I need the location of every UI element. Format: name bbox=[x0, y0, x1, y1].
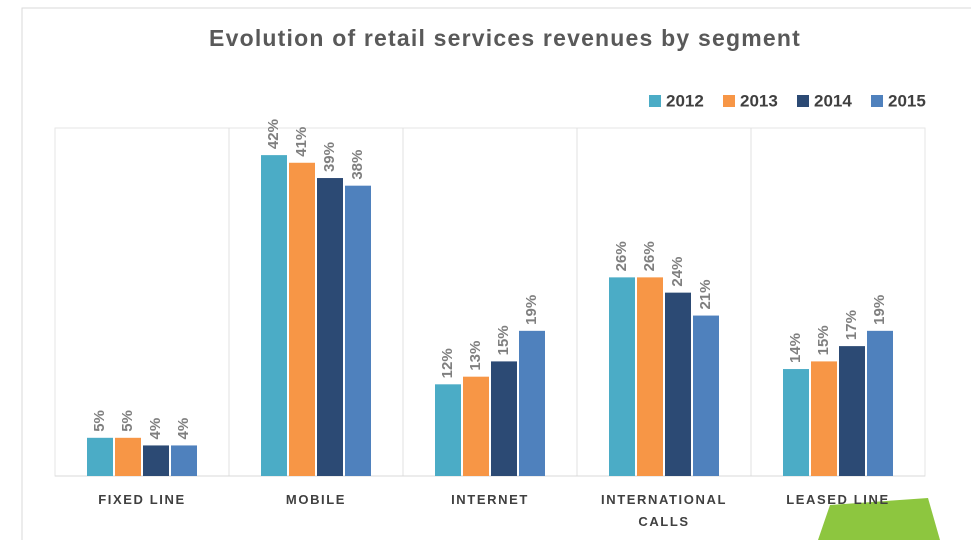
bar bbox=[87, 437, 113, 476]
bar bbox=[867, 330, 893, 476]
bar bbox=[317, 178, 343, 477]
x-tick-label: INTERNET bbox=[451, 492, 529, 507]
data-label: 4% bbox=[147, 418, 164, 440]
decoration bbox=[818, 498, 940, 540]
data-label: 38% bbox=[349, 150, 366, 180]
bar bbox=[783, 369, 809, 476]
bar bbox=[463, 376, 489, 476]
legend-label: 2013 bbox=[740, 91, 778, 110]
x-tick-label: MOBILE bbox=[285, 492, 347, 507]
data-label: 4% bbox=[175, 418, 192, 440]
legend-swatch bbox=[871, 95, 883, 107]
data-label: 5% bbox=[91, 410, 108, 432]
bar bbox=[345, 185, 371, 476]
chart-border bbox=[21, 7, 971, 540]
data-label: 15% bbox=[495, 325, 512, 355]
data-label: 42% bbox=[265, 119, 282, 149]
bar bbox=[289, 162, 315, 476]
legend-label: 2014 bbox=[814, 91, 852, 110]
data-label: 17% bbox=[843, 310, 860, 340]
x-tick-label: INTERNATIONAL CALLS bbox=[601, 492, 727, 529]
data-label: 19% bbox=[523, 295, 540, 325]
data-label: 14% bbox=[787, 333, 804, 363]
legend-swatch bbox=[723, 95, 735, 107]
bar bbox=[435, 384, 461, 476]
bar bbox=[839, 346, 865, 476]
bar bbox=[143, 445, 169, 476]
data-label: 39% bbox=[321, 142, 338, 172]
data-label: 5% bbox=[119, 410, 136, 432]
bar bbox=[519, 330, 545, 476]
bar bbox=[171, 445, 197, 476]
data-label: 13% bbox=[467, 341, 484, 371]
bar bbox=[811, 361, 837, 476]
bar bbox=[491, 361, 517, 476]
data-label: 15% bbox=[815, 325, 832, 355]
data-label: 26% bbox=[613, 241, 630, 271]
data-label: 21% bbox=[697, 280, 714, 310]
data-label: 19% bbox=[871, 295, 888, 325]
legend-label: 2012 bbox=[666, 91, 704, 110]
legend-label: 2015 bbox=[888, 91, 926, 110]
data-label: 24% bbox=[669, 257, 686, 287]
bar bbox=[609, 277, 635, 476]
bar bbox=[665, 292, 691, 476]
bar bbox=[261, 155, 287, 476]
chart-title: Evolution of retail services revenues by… bbox=[209, 25, 801, 51]
data-label: 12% bbox=[439, 348, 456, 378]
x-tick-label: LEASED LINE bbox=[786, 492, 890, 507]
x-tick-label: FIXED LINE bbox=[98, 492, 186, 507]
bar bbox=[693, 315, 719, 476]
data-label: 41% bbox=[293, 127, 310, 157]
data-label: 26% bbox=[641, 241, 658, 271]
legend-swatch bbox=[797, 95, 809, 107]
legend-swatch bbox=[649, 95, 661, 107]
bar bbox=[637, 277, 663, 476]
bar bbox=[115, 437, 141, 476]
